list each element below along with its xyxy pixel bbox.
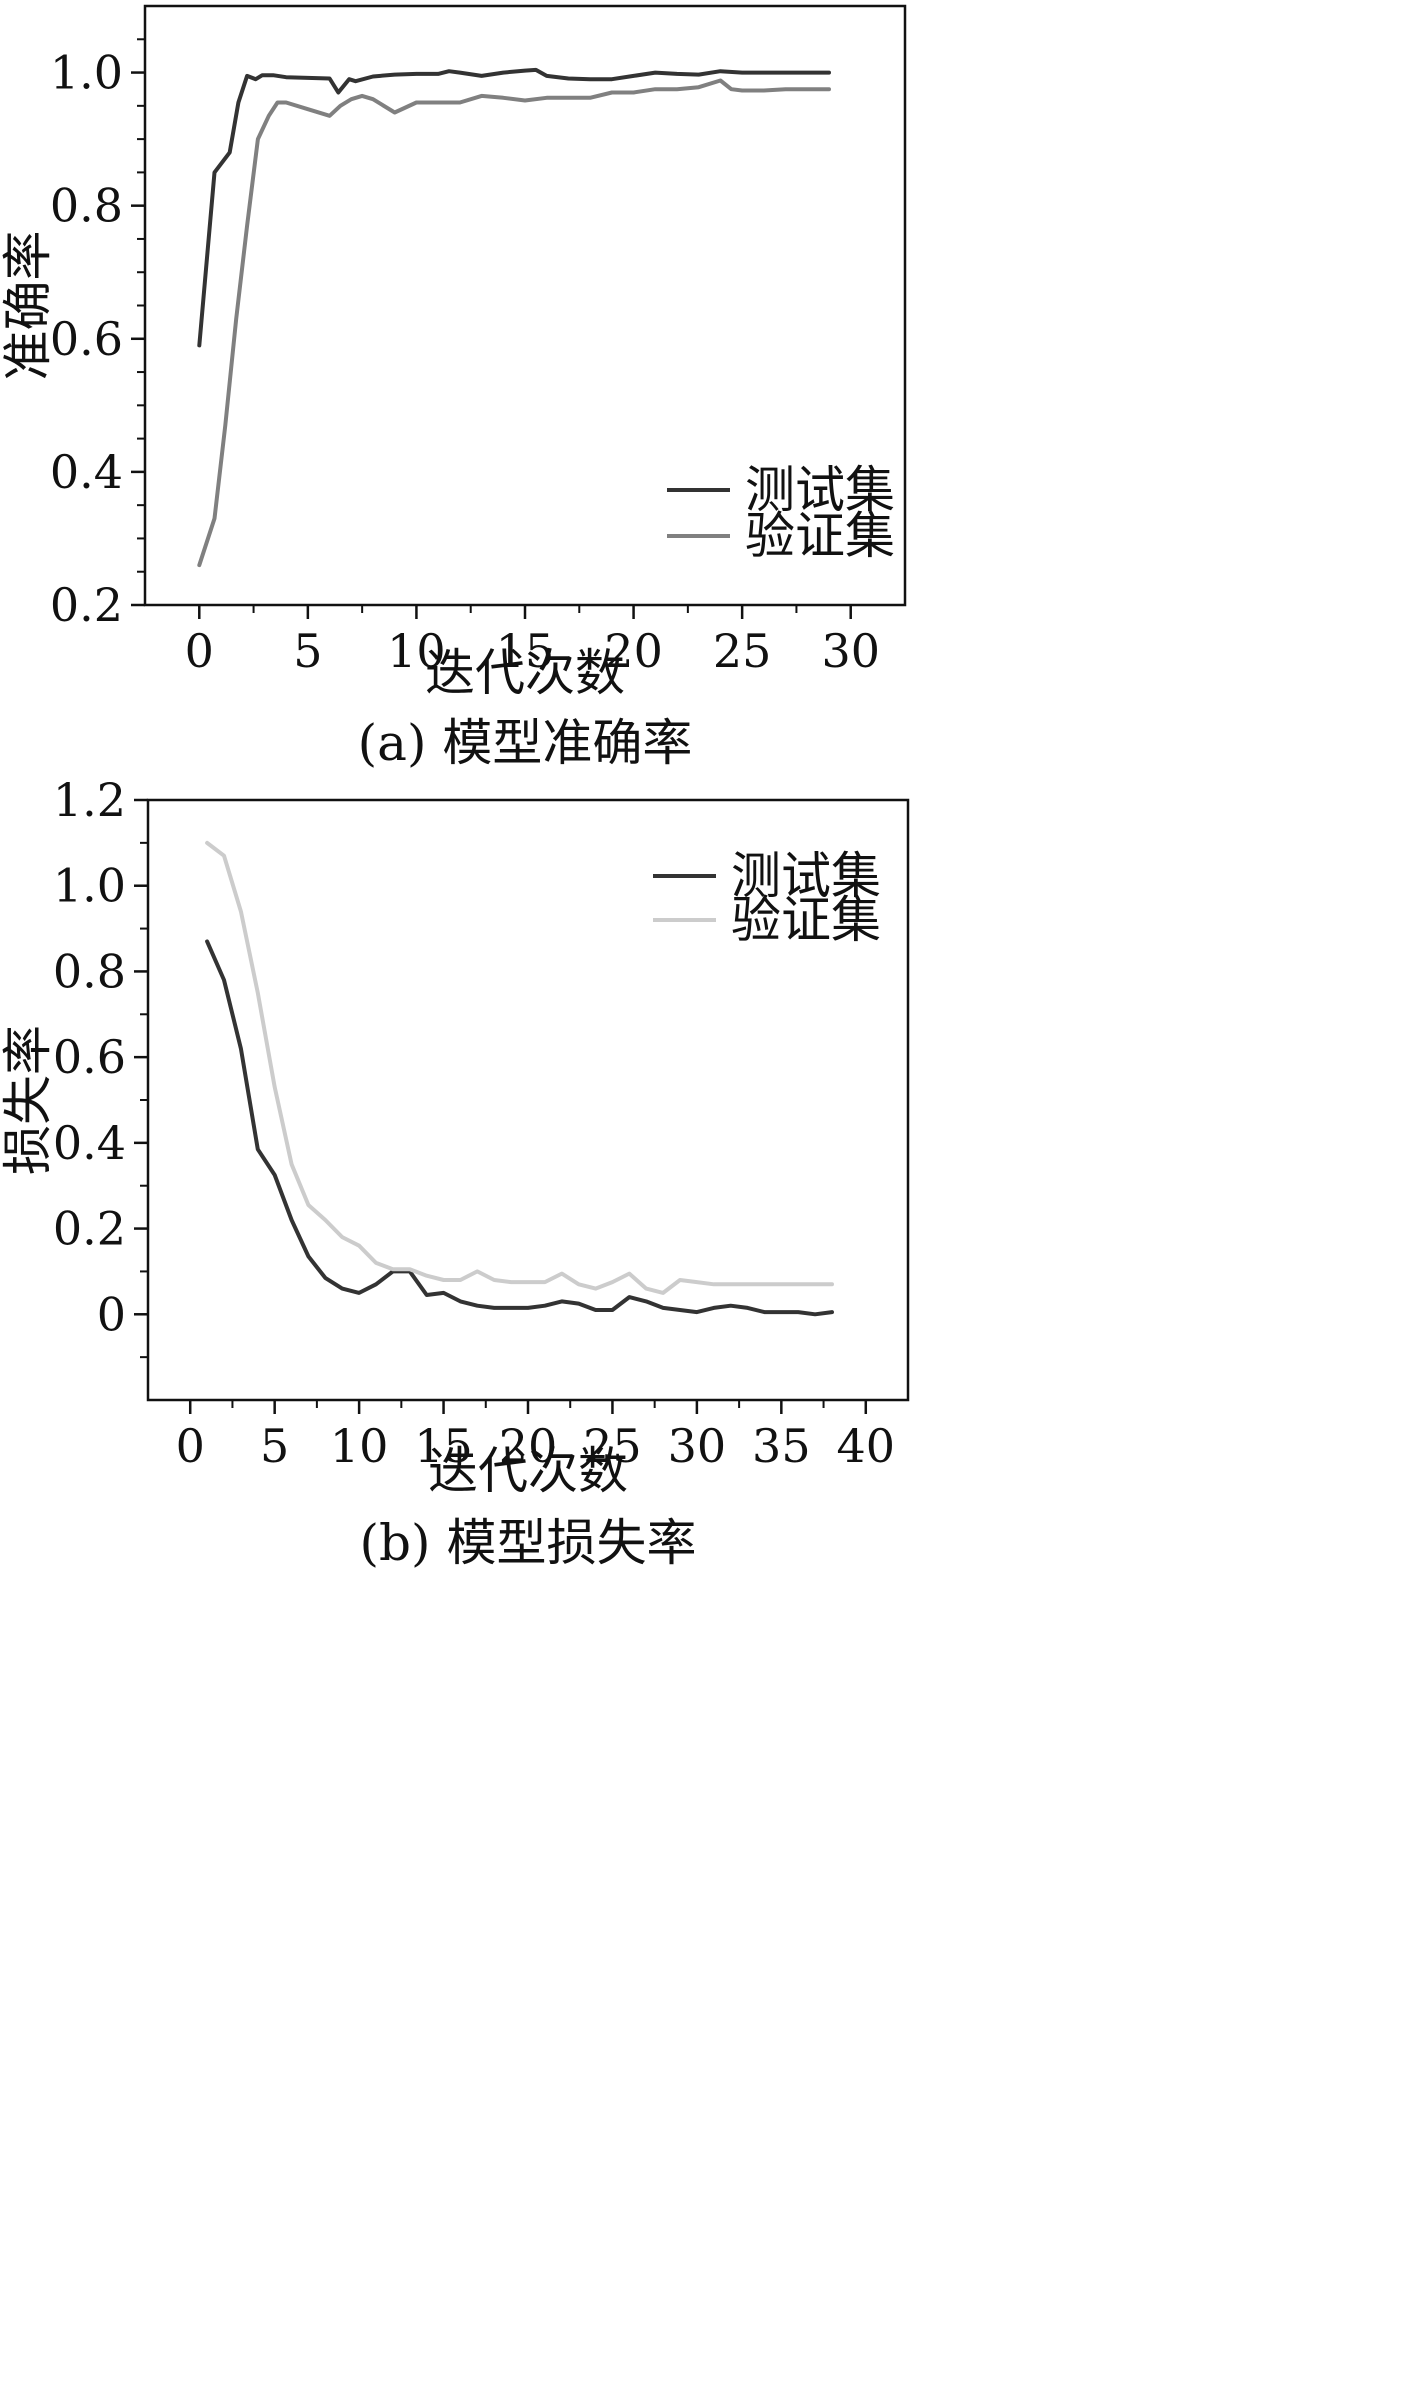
x-tick-label: 40 — [837, 1419, 896, 1473]
x-tick-label: 5 — [260, 1419, 289, 1473]
x-tick-label: 0 — [185, 624, 214, 678]
chart-caption: (a) 模型准确率 — [358, 714, 693, 772]
y-tick-label: 0.8 — [53, 944, 126, 998]
y-axis-label: 准确率 — [0, 231, 57, 381]
legend-label-1: 测试集 — [731, 847, 881, 905]
y-tick-label: 0 — [97, 1287, 126, 1341]
x-tick-label: 30 — [821, 624, 880, 678]
x-axis-label: 迭代次数 — [425, 644, 625, 702]
x-tick-label: 20 — [499, 1419, 558, 1473]
y-tick-label: 0.8 — [50, 179, 123, 233]
y-tick-label: 0.2 — [50, 578, 123, 632]
y-tick-label: 1.0 — [50, 46, 123, 100]
loss-chart: 0 5 10 15 20 25 30 35 40 0 0.2 0.4 0.6 0.8 1.0 1.2 测试集验证… — [0, 773, 910, 1572]
legend-label-2: 验证集 — [745, 507, 895, 565]
x-tick-label: 0 — [176, 1419, 205, 1473]
y-tick-label: 1.2 — [53, 773, 126, 827]
y-tick-label: 1.0 — [53, 859, 126, 913]
x-tick-label: 20 — [604, 624, 663, 678]
legend-label-2: 验证集 — [731, 891, 881, 949]
y-tick-label: 0.6 — [50, 312, 123, 366]
x-tick-label: 15 — [496, 624, 555, 678]
series-line-2 — [205, 840, 834, 1295]
x-axis-label: 迭代次数 — [428, 1442, 628, 1500]
x-tick-label: 10 — [387, 624, 446, 678]
y-tick-label: 0.2 — [53, 1202, 126, 1256]
series-line-1 — [205, 939, 834, 1317]
series-line-1 — [197, 67, 831, 348]
x-tick-label: 5 — [293, 624, 322, 678]
x-tick-label: 30 — [668, 1419, 727, 1473]
chart-caption: (b) 模型损失率 — [360, 1514, 697, 1572]
y-axis-label: 损失率 — [0, 1025, 57, 1175]
y-tick-label: 0.6 — [53, 1030, 126, 1084]
series-line-2 — [197, 78, 831, 568]
legend-label-1: 测试集 — [745, 461, 895, 519]
x-tick-label: 15 — [414, 1419, 473, 1473]
x-tick-label: 25 — [583, 1419, 642, 1473]
x-tick-label: 35 — [752, 1419, 811, 1473]
y-tick-label: 0.4 — [50, 445, 123, 499]
x-tick-label: 10 — [330, 1419, 389, 1473]
y-tick-label: 0.4 — [53, 1116, 126, 1170]
x-tick-label: 25 — [713, 624, 772, 678]
